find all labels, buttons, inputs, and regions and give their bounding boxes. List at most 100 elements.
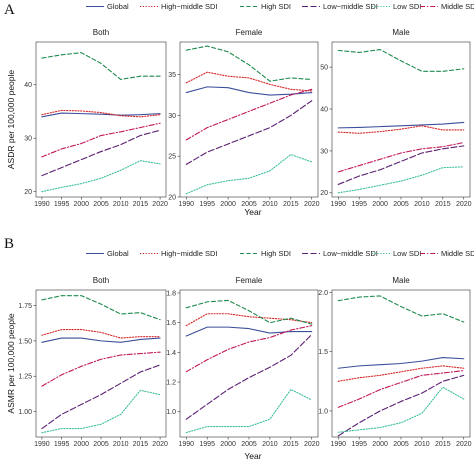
series-line-low-middle-sdi (41, 129, 161, 177)
series-line-low-sdi (185, 388, 313, 434)
x-tick-label: 2005 (393, 441, 409, 448)
series-line-low-sdi (337, 166, 465, 194)
series-line-low-sdi (337, 386, 465, 433)
y-tick-label: 1.5 (318, 349, 328, 356)
chart-block-a: A Global High−middle SDI High SDI Low−middle… (4, 2, 474, 217)
legend-item-middle-sdi: Middle SDI (420, 2, 474, 11)
x-tick-label: 2010 (414, 441, 430, 448)
x-axis-title: Year (244, 451, 261, 461)
series-line-high-sdi (337, 295, 465, 323)
x-tick-label: 2005 (241, 441, 257, 448)
x-tick-label: 2000 (220, 441, 236, 448)
series-line-low-middle-sdi (337, 374, 465, 437)
series-line-low-sdi (185, 154, 313, 195)
y-tick-label: 20 (320, 190, 328, 197)
x-tick-label: 2010 (113, 201, 129, 208)
legend-item-global: Global (86, 2, 129, 11)
plot-area (35, 289, 167, 438)
plot-area (35, 41, 167, 198)
legend-label: High SDI (261, 249, 291, 258)
legend-label: Low SDI (393, 2, 421, 11)
x-tick-label: 2015 (435, 441, 451, 448)
y-tick-label: 20 (24, 189, 32, 196)
chart-block-b: B Global High−middle SDI High SDI Low−middle… (4, 236, 474, 461)
x-tick-label: 2000 (74, 201, 90, 208)
y-tick-label: 30 (24, 136, 32, 143)
x-tick-label: 1990 (330, 201, 346, 208)
legend-label: Middle SDI (441, 249, 474, 258)
legend-label: Low−middle SDI (323, 2, 378, 11)
y-axis-title: ASMR per 100,000 people (6, 313, 16, 413)
x-tick-label: 1995 (54, 201, 70, 208)
facet-title: Female (236, 276, 263, 285)
plot-area (179, 289, 319, 438)
y-tick-label: 35 (168, 72, 176, 79)
x-tick-label: 2020 (456, 201, 472, 208)
x-tick-label: 2015 (283, 201, 299, 208)
y-tick-label: 1.2 (166, 379, 176, 386)
facet-title: Male (392, 28, 410, 37)
legend-label: High SDI (261, 2, 291, 11)
series-line-global (337, 357, 465, 369)
x-tick-label: 2000 (220, 201, 236, 208)
y-tick-label: 1.00 (18, 409, 32, 416)
plot-area (331, 41, 471, 198)
legend-label: High−middle SDI (161, 249, 217, 258)
legend: Global High−middle SDI High SDI Low−middle … (86, 249, 474, 258)
y-tick-label: 1.50 (18, 338, 32, 345)
series-line-middle-sdi (337, 141, 465, 173)
series-line-middle-sdi (337, 370, 465, 408)
legend-item-high-sdi: High SDI (240, 249, 291, 258)
series-line-low-middle-sdi (185, 333, 313, 420)
x-tick-label: 2000 (372, 201, 388, 208)
series-line-global (185, 86, 313, 96)
legend-item-global: Global (86, 249, 129, 258)
x-tick-label: 1995 (199, 441, 215, 448)
legend-item-low-middle-sdi: Low−middle SDI (302, 2, 378, 11)
x-tick-label: 2015 (133, 441, 149, 448)
x-tick-label: 1990 (330, 441, 346, 448)
x-tick-label: 2020 (456, 441, 472, 448)
y-tick-label: 40 (320, 106, 328, 113)
y-tick-label: 30 (168, 113, 176, 120)
legend-label: Global (107, 2, 129, 11)
y-tick-label: 30 (320, 148, 328, 155)
plot-area (179, 41, 319, 198)
x-tick-label: 2010 (262, 441, 278, 448)
facet-female: Female 1990 1995 2000 2005 2010 2015 2020 1.0 1.2… (166, 276, 319, 448)
x-tick-label: 2000 (372, 441, 388, 448)
legend-label: Global (107, 249, 129, 258)
series-line-high-middle-sdi (337, 125, 465, 134)
x-axis-title: Year (244, 207, 261, 217)
x-tick-label: 1995 (199, 201, 215, 208)
y-tick-label: 20 (168, 194, 176, 201)
series-line-global (41, 337, 161, 343)
x-tick-label: 2020 (152, 441, 168, 448)
facet-title: Both (93, 276, 109, 285)
y-tick-label: 1.6 (166, 320, 176, 327)
panel-letter: A (4, 2, 15, 18)
legend-item-high-middle-sdi: High−middle SDI (140, 249, 217, 258)
series-line-low-sdi (41, 389, 161, 434)
series-line-middle-sdi (41, 122, 161, 158)
legend-item-middle-sdi: Middle SDI (420, 249, 474, 258)
series-line-high-sdi (337, 48, 465, 72)
x-tick-label: 1995 (351, 441, 367, 448)
series-line-high-sdi (41, 52, 161, 80)
series-line-middle-sdi (185, 325, 313, 373)
series-line-high-sdi (185, 299, 313, 325)
facet-title: Female (236, 28, 263, 37)
x-tick-label: 2005 (93, 441, 109, 448)
series-line-middle-sdi (41, 351, 161, 387)
legend-item-low-middle-sdi: Low−middle SDI (302, 249, 378, 258)
y-tick-label: 25 (168, 154, 176, 161)
x-tick-label: 2005 (241, 201, 257, 208)
x-tick-label: 1990 (178, 441, 194, 448)
x-tick-label: 2020 (152, 201, 168, 208)
legend-item-high-middle-sdi: High−middle SDI (140, 2, 217, 11)
y-tick-label: 2.0 (318, 290, 328, 297)
series-line-low-middle-sdi (185, 100, 313, 165)
x-tick-label: 2015 (435, 201, 451, 208)
